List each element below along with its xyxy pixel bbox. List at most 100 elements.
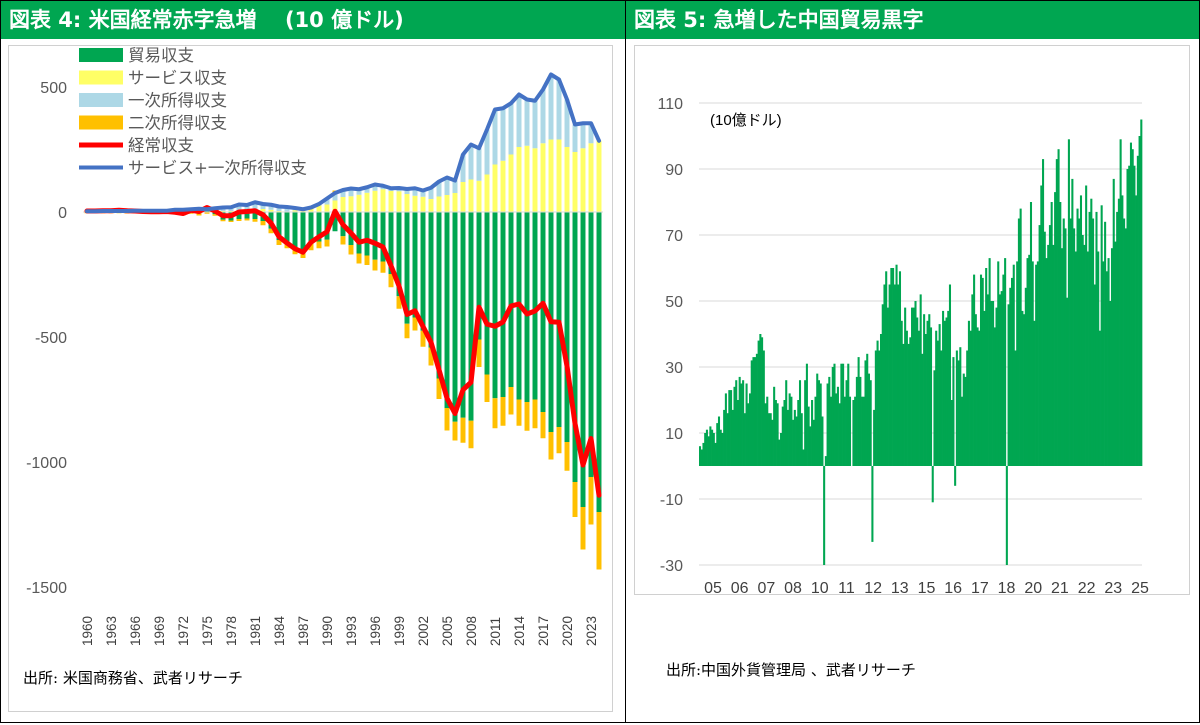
bar-3-1990 — [324, 239, 330, 247]
bar-177 — [1004, 258, 1007, 466]
bar-222 — [1081, 235, 1084, 466]
bar-2-2000 — [404, 189, 410, 194]
bar-3-1998 — [388, 274, 394, 288]
bar-106 — [881, 304, 884, 466]
x-tick-label: 1978 — [224, 616, 239, 646]
bar-1-1988 — [308, 209, 314, 212]
bar-43 — [773, 386, 776, 466]
bar-182 — [1012, 264, 1015, 466]
bar-0-2016 — [532, 212, 538, 400]
bar-244 — [1119, 139, 1122, 467]
bar-1-1986 — [292, 210, 298, 212]
bar-3-1974 — [196, 213, 202, 216]
y-tick-label: -1500 — [26, 580, 67, 597]
bar-2-2004 — [436, 181, 442, 197]
bar-1-2020 — [564, 147, 570, 212]
bar-68 — [816, 373, 819, 466]
bar-193 — [1031, 261, 1034, 466]
bar-1-2007 — [460, 182, 466, 212]
bar-2-1984 — [276, 206, 282, 211]
bar-187 — [1021, 310, 1024, 466]
bar-0-2005 — [444, 212, 450, 408]
bar-3-2010 — [484, 374, 490, 402]
bar-143 — [945, 317, 948, 466]
bar-158 — [971, 294, 974, 466]
bar-1-2006 — [452, 193, 458, 212]
bar-37 — [762, 350, 765, 466]
bar-134 — [929, 327, 933, 466]
bar-217 — [1073, 228, 1076, 466]
bar-224 — [1085, 185, 1088, 466]
bar-2-1981 — [252, 202, 258, 209]
services-plus-primary-line — [85, 72, 601, 214]
china-chart-frame — [634, 45, 1190, 595]
bar-0-1999 — [396, 212, 402, 297]
x-tick-label: 2014 — [512, 615, 527, 646]
x-tick-label: 08 — [784, 580, 802, 597]
bar-70 — [819, 383, 822, 466]
bar-239 — [1110, 248, 1114, 466]
bar-2-2018 — [548, 74, 554, 140]
bar-3-2021 — [572, 482, 578, 517]
bar-255 — [1138, 136, 1141, 466]
bar-46 — [778, 439, 781, 466]
bar-0-2023 — [588, 212, 594, 477]
bar-2-2022 — [580, 123, 586, 149]
bar-23 — [738, 376, 741, 466]
bar-3-2011 — [492, 398, 498, 429]
bar-157 — [969, 330, 972, 466]
bar-1-1999 — [396, 191, 402, 212]
bar-0-1988 — [308, 212, 314, 244]
y-tick-label: -30 — [660, 558, 683, 575]
bar-3-2017 — [540, 412, 546, 439]
bar-13 — [721, 433, 724, 466]
bar-117 — [900, 320, 903, 466]
bar-95 — [862, 396, 865, 466]
bar-121 — [907, 343, 910, 466]
bar-39 — [766, 396, 769, 466]
bar-184 — [1016, 261, 1019, 466]
bar-162 — [978, 330, 981, 466]
bar-3-2002 — [420, 330, 426, 347]
bar-2-2021 — [572, 124, 578, 152]
bar-197 — [1038, 225, 1041, 466]
bar-5 — [707, 436, 710, 466]
bar-105 — [879, 334, 883, 466]
bar-1-2004 — [436, 196, 442, 212]
bar-3-1987 — [300, 252, 306, 258]
bar-2-1991 — [332, 193, 338, 201]
bar-190 — [1026, 258, 1029, 466]
legend-label: 貿易収支 — [128, 46, 194, 65]
bar-3-2003 — [428, 347, 434, 366]
bar-1-2016 — [532, 148, 538, 212]
bar-125 — [914, 301, 917, 466]
bar-3-2007 — [460, 417, 466, 443]
bar-232 — [1098, 330, 1101, 466]
bar-166 — [985, 268, 988, 466]
bar-1-2015 — [524, 145, 530, 212]
bar-3-1994 — [356, 253, 362, 264]
bar-3-2006 — [452, 421, 458, 441]
bar-12 — [719, 429, 722, 466]
bar-150 — [957, 360, 960, 466]
bar-126 — [916, 317, 919, 466]
x-tick-label: 1975 — [200, 616, 215, 646]
bar-246 — [1123, 218, 1126, 466]
bar-82 — [840, 363, 843, 466]
bar-2-1982 — [260, 204, 266, 209]
x-tick-label: 1966 — [128, 616, 143, 646]
bar-221 — [1079, 195, 1083, 466]
bar-142 — [943, 320, 946, 466]
bar-195 — [1035, 264, 1038, 466]
bar-202 — [1047, 244, 1050, 466]
bar-219 — [1076, 208, 1079, 466]
bar-0-1985 — [284, 212, 290, 243]
bar-59 — [800, 413, 803, 466]
bar-223 — [1083, 244, 1086, 466]
bar-0-2020 — [564, 212, 570, 442]
bar-233 — [1100, 205, 1103, 467]
bar-0-1984 — [276, 212, 282, 240]
x-tick-label: 2020 — [560, 616, 575, 646]
bar-2-2016 — [532, 100, 538, 149]
